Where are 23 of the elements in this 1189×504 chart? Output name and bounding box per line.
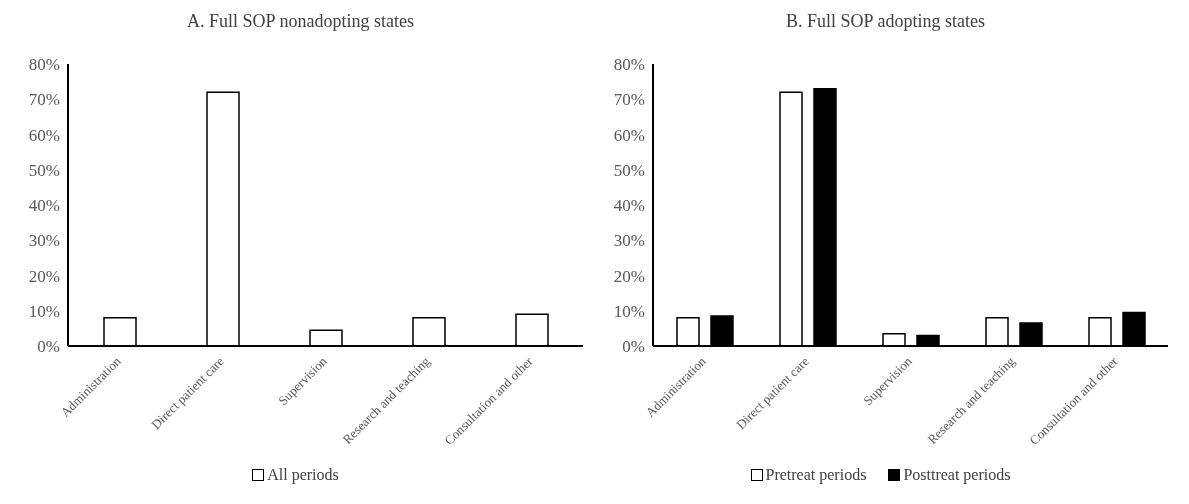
y-tick-label: 40% xyxy=(28,196,60,216)
y-tick-label: 50% xyxy=(28,160,60,180)
legend-label: All periods xyxy=(266,466,339,484)
y-tick-label: 80% xyxy=(613,55,645,75)
y-tick-label: 10% xyxy=(28,301,60,321)
y-tick-label: 30% xyxy=(613,231,645,251)
y-tick-label: 60% xyxy=(28,125,60,145)
y-tick-label: 80% xyxy=(28,55,60,75)
y-tick-label: 60% xyxy=(613,125,645,145)
y-tick-label: 10% xyxy=(613,301,645,321)
y-tick-label: 50% xyxy=(613,160,645,180)
y-tick-label: 20% xyxy=(28,266,60,286)
legend-label: Posttreat periods xyxy=(902,466,1011,484)
y-tick-label: 0% xyxy=(622,337,645,357)
chart-title: B. Full SOP adopting states xyxy=(785,10,986,33)
y-tick-label: 40% xyxy=(613,196,645,216)
legend-label: Pretreat periods xyxy=(764,466,867,484)
y-tick-label: 20% xyxy=(613,266,645,286)
chart-title: A. Full SOP nonadopting states xyxy=(186,10,415,33)
y-tick-label: 30% xyxy=(28,231,60,251)
y-tick-label: 0% xyxy=(37,337,60,357)
y-tick-label: 70% xyxy=(613,90,645,110)
y-tick-label: 70% xyxy=(28,90,60,110)
